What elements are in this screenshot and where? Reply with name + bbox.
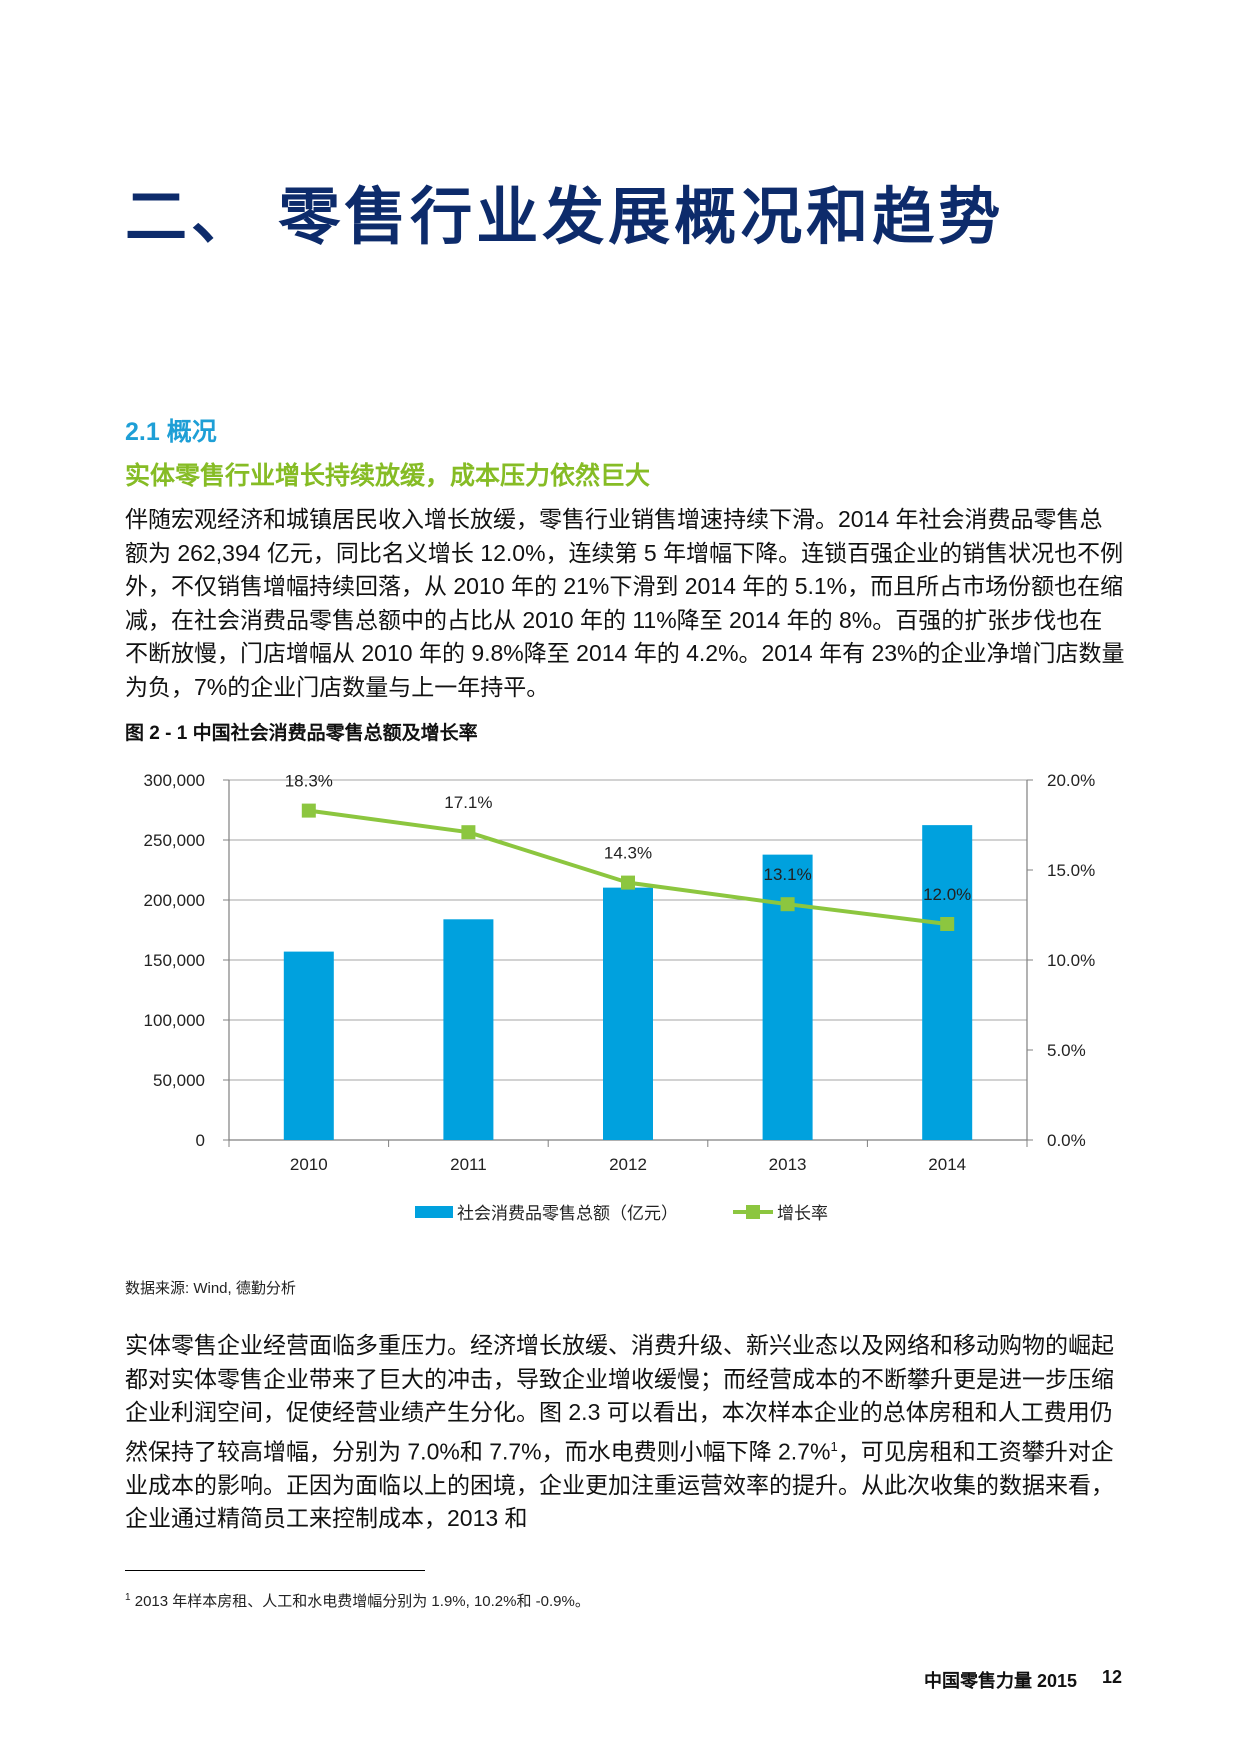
- growth-rate-label-2014: 12.0%: [923, 885, 971, 904]
- x-tick-label: 2011: [450, 1155, 487, 1174]
- x-tick-label: 2013: [769, 1155, 807, 1174]
- data-source: 数据来源: Wind, 德勤分析: [125, 1280, 296, 1297]
- footnote-marker: 1: [125, 1592, 131, 1603]
- page-title: 二、 零售行业发展概况和趋势: [125, 183, 1005, 252]
- legend-bar-swatch: [415, 1206, 453, 1218]
- growth-rate-label-2010: 18.3%: [285, 772, 333, 791]
- y-left-tick-label: 200,000: [144, 891, 205, 910]
- bar-2013: [762, 854, 813, 1140]
- x-tick-label: 2010: [290, 1155, 328, 1174]
- footer-title: 中国零售力量 2015: [924, 1671, 1078, 1691]
- legend-bar-label: 社会消费品零售总额（亿元）: [457, 1204, 678, 1223]
- growth-rate-label-2011: 17.1%: [444, 793, 492, 812]
- y-right-tick-label: 10.0%: [1047, 951, 1095, 970]
- paragraph-2-text: 实体零售企业经营面临多重压力。经济增长放缓、消费升级、新兴业态以及网络和移动购物…: [125, 1332, 1114, 1465]
- y-left-tick-label: 0: [196, 1131, 205, 1150]
- y-left-tick-label: 300,000: [144, 771, 205, 790]
- footnote: 1 2013 年样本房租、人工和水电费增幅分别为 1.9%, 10.2%和 -0…: [125, 1590, 590, 1611]
- growth-rate-label-2013: 13.1%: [763, 865, 811, 884]
- section-heading: 2.1 概况: [125, 418, 217, 446]
- footnote-divider: [125, 1570, 425, 1571]
- growth-rate-marker-2011: [461, 825, 476, 840]
- bar-2014: [922, 825, 973, 1140]
- legend-line-label: 增长率: [777, 1204, 828, 1223]
- y-right-tick-label: 20.0%: [1047, 771, 1095, 790]
- x-tick-label: 2014: [928, 1155, 966, 1174]
- y-left-tick-label: 50,000: [153, 1071, 205, 1090]
- y-left-tick-label: 250,000: [144, 831, 205, 850]
- y-right-tick-label: 5.0%: [1047, 1041, 1086, 1060]
- y-right-tick-label: 0.0%: [1047, 1131, 1086, 1150]
- growth-rate-marker-2012: [621, 875, 635, 890]
- footnote-ref: 1: [830, 1438, 838, 1454]
- y-left-tick-label: 100,000: [144, 1011, 205, 1030]
- growth-rate-marker-2014: [940, 917, 955, 931]
- growth-rate-marker-2013: [780, 897, 795, 912]
- footnote-text: 2013 年样本房租、人工和水电费增幅分别为 1.9%, 10.2%和 -0.9…: [130, 1593, 590, 1610]
- paragraph-2-text-cont: ，可见房租和工资攀升对企业成本的影响。正因为面临以上的困境，企业更加注重运营效率…: [125, 1438, 1114, 1532]
- figure-caption: 图 2 - 1 中国社会消费品零售总额及增长率: [125, 723, 478, 744]
- growth-rate-marker-2010: [301, 803, 316, 818]
- bar-2011: [443, 919, 494, 1140]
- x-tick-label: 2012: [609, 1155, 647, 1174]
- bar-2012: [603, 887, 653, 1140]
- page-number: 12: [1102, 1667, 1123, 1687]
- body-paragraph-1: 伴随宏观经济和城镇居民收入增长放缓，零售行业销售增速持续下滑。2014 年社会消…: [125, 506, 1125, 700]
- y-left-tick-label: 150,000: [144, 951, 205, 970]
- growth-rate-label-2012: 14.3%: [604, 844, 652, 863]
- legend-line-marker: [746, 1205, 760, 1219]
- growth-rate-line: [308, 808, 948, 926]
- section-subheading: 实体零售行业增长持续放缓，成本压力依然巨大: [125, 462, 651, 490]
- bar-2010: [283, 951, 334, 1140]
- body-paragraph-2: 实体零售企业经营面临多重压力。经济增长放缓、消费升级、新兴业态以及网络和移动购物…: [125, 1329, 1125, 1536]
- y-right-tick-label: 15.0%: [1047, 861, 1095, 880]
